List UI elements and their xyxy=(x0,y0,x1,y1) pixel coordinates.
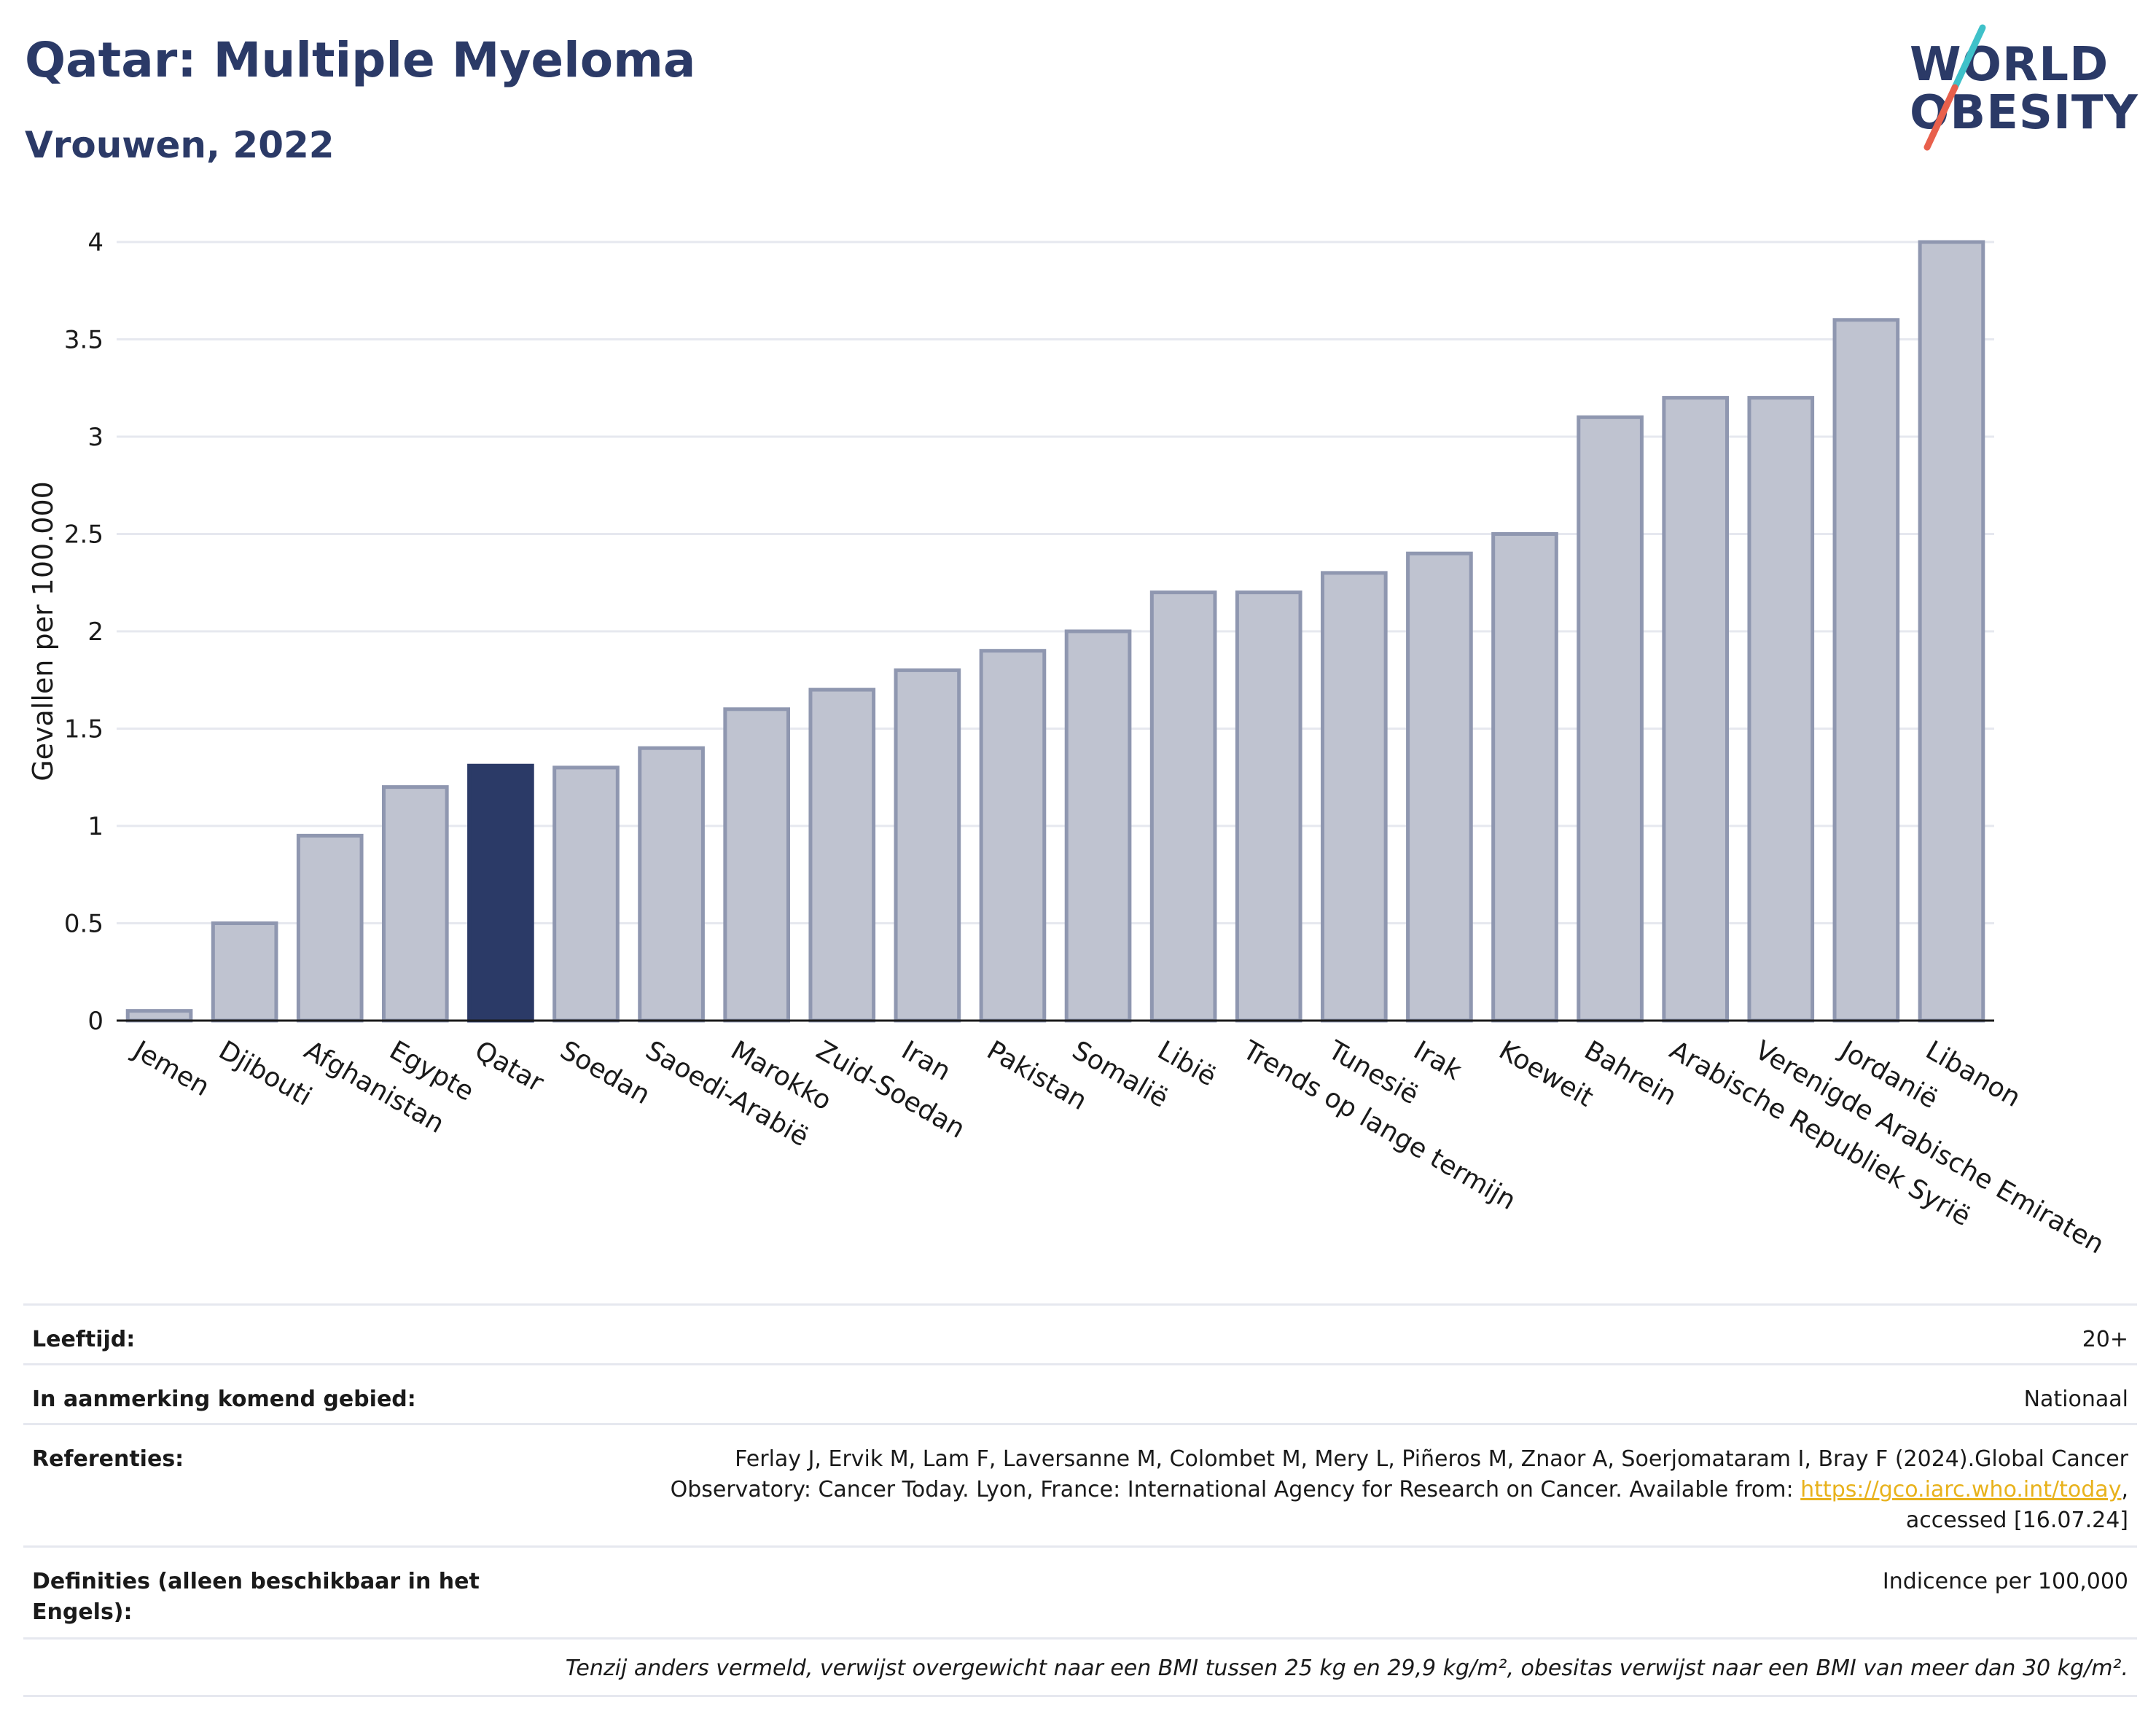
x-tick-label: Iran xyxy=(897,1035,956,1087)
x-tick-label: Bahrein xyxy=(1579,1035,1682,1112)
references-label: Referenties: xyxy=(32,1446,184,1472)
x-tick-label: Qatar xyxy=(469,1035,548,1098)
bar-afghanistan xyxy=(296,833,364,1023)
x-tick-label: Verenigde Arabische Emiraten xyxy=(1750,1035,2109,1260)
reference-link[interactable]: https://gco.iarc.who.int/today xyxy=(1800,1477,2122,1502)
y-tick-label: 3.5 xyxy=(64,326,103,355)
meta-row-age: Leeftijd: 20+ xyxy=(23,1303,2137,1363)
bar-chart: 0 0.5 1 1.5 2 2.5 3 3.5 4 Gevallen per 100.000 Jem… xyxy=(27,228,2109,1260)
bar-iran xyxy=(894,668,961,1023)
world-obesity-logo: WORLD OBESITY xyxy=(1895,22,2143,160)
bar-arabische-republiek-syri- xyxy=(1662,396,1730,1023)
bar-verenigde-arabische-emiraten xyxy=(1747,396,1815,1023)
bar-egypte xyxy=(381,785,449,1023)
bar-saoedi-arabi- xyxy=(638,746,705,1023)
bar-somali- xyxy=(1064,629,1132,1023)
meta-row-area: In aanmerking komend gebied: Nationaal xyxy=(23,1363,2137,1423)
logo-word-1: WORLD xyxy=(1910,38,2109,92)
x-tick-label: Libanon xyxy=(1921,1035,2026,1113)
y-tick-label: 2 xyxy=(87,617,103,647)
area-label: In aanmerking komend gebied: xyxy=(32,1387,416,1412)
reference-line-2: Observatory: Cancer Today. Lyon, France:… xyxy=(670,1477,1801,1502)
y-tick-label: 1 xyxy=(87,812,103,841)
y-tick-label: 2.5 xyxy=(64,520,103,550)
x-tick-label: Jemen xyxy=(127,1034,214,1102)
bar-koeweit xyxy=(1491,532,1558,1023)
logo-word-2: OBESITY xyxy=(1910,86,2139,140)
x-tick-label: Irak xyxy=(1408,1035,1466,1086)
page-subtitle: Vrouwen, 2022 xyxy=(25,124,335,166)
y-tick-label: 0 xyxy=(87,1007,103,1036)
meta-row-references: Referenties: Ferlay J, Ervik M, Lam F, L… xyxy=(23,1423,2137,1545)
area-value: Nationaal xyxy=(2023,1387,2128,1412)
bar-jemen xyxy=(125,1009,193,1023)
bar-tunesi- xyxy=(1320,571,1388,1023)
x-tick-label: Koeweit xyxy=(1494,1035,1598,1112)
definitions-label: Definities (alleen beschikbaar in het En… xyxy=(32,1569,480,1625)
x-tick-label: Djibouti xyxy=(214,1035,316,1112)
y-tick-label: 3 xyxy=(87,423,103,452)
reference-line-3: accessed [16.07.24] xyxy=(1905,1508,2128,1533)
reference-line-1: Ferlay J, Ervik M, Lam F, Laversanne M, … xyxy=(735,1446,2128,1472)
x-tick-label: Soedan xyxy=(555,1035,655,1110)
y-tick-label: 0.5 xyxy=(64,910,103,939)
age-label: Leeftijd: xyxy=(32,1327,136,1352)
y-axis-label: Gevallen per 100.000 xyxy=(27,481,59,781)
meta-row-definitions: Definities (alleen beschikbaar in het En… xyxy=(23,1545,2137,1637)
bar-libi- xyxy=(1149,590,1217,1023)
bar-zuid-soedan xyxy=(808,687,876,1023)
logo-slash-icon xyxy=(1923,24,1986,151)
footnote: Tenzij anders vermeld, verwijst overgewi… xyxy=(23,1637,2137,1697)
bar-irak xyxy=(1406,551,1473,1023)
bar-bahrein xyxy=(1577,415,1644,1023)
reference-comma: , xyxy=(2121,1477,2128,1502)
definitions-value: Indicence per 100,000 xyxy=(1882,1569,2128,1594)
bar-jordani- xyxy=(1832,318,1900,1023)
bar-pakistan xyxy=(979,649,1047,1023)
bar-djibouti xyxy=(211,921,278,1023)
y-tick-label: 1.5 xyxy=(64,715,103,744)
y-tick-label: 4 xyxy=(87,228,103,257)
bar-qatar xyxy=(467,763,534,1023)
bar-soedan xyxy=(552,765,620,1023)
page-title: Qatar: Multiple Myeloma xyxy=(25,32,696,88)
age-value: 20+ xyxy=(2082,1327,2128,1352)
bar-libanon xyxy=(1918,240,1985,1023)
references-value: Ferlay J, Ervik M, Lam F, Laversanne M, … xyxy=(499,1444,2128,1536)
bar-marokko xyxy=(723,707,791,1023)
bar-trends-op-lange-termijn xyxy=(1235,590,1302,1023)
metadata-table: Leeftijd: 20+ In aanmerking komend gebie… xyxy=(23,1303,2137,1697)
